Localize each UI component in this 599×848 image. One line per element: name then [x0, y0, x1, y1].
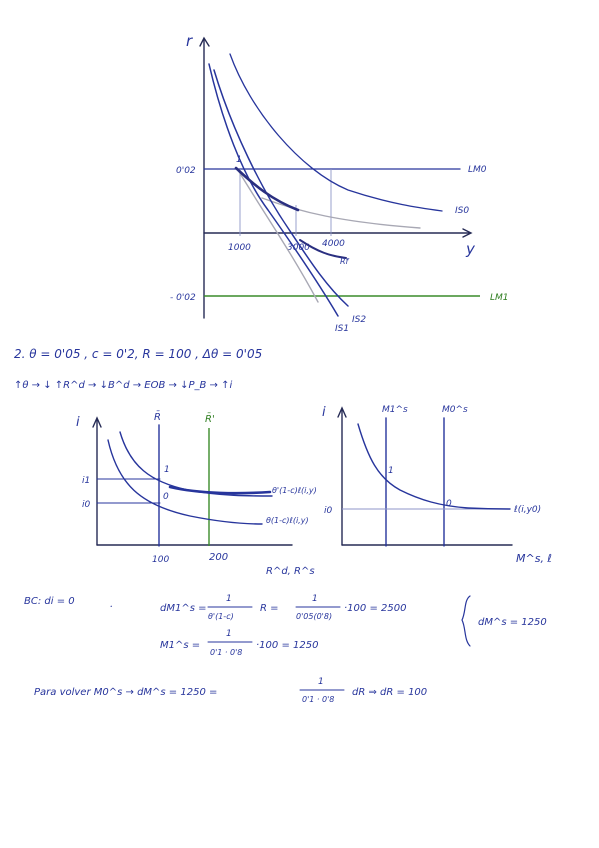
small-curve	[299, 239, 347, 259]
line1-lhs: dM1^s =	[160, 603, 206, 614]
line1-r: R =	[260, 603, 279, 614]
is1-curve	[208, 63, 339, 317]
i0-label: i0	[82, 500, 91, 510]
pencil-curve-2	[261, 197, 421, 229]
g2-point-1: 1	[164, 465, 170, 475]
demand-curve-upper	[119, 431, 273, 497]
line1-frac2-num: 1	[312, 594, 318, 604]
g3-point-0: 0	[446, 499, 452, 509]
tick-002: 0'02	[176, 166, 196, 176]
is2-curve	[213, 69, 349, 307]
x-axis-label: y	[465, 240, 476, 258]
r-bar-prime-label: R̄'	[205, 412, 215, 425]
tick-neg002: - 0'02	[170, 293, 196, 303]
final-prefix: Para volver M0^s → dM^s = 1250 =	[34, 687, 217, 698]
small-curve-label: Rf	[340, 257, 350, 266]
g2-y-axis-arrow	[92, 416, 102, 428]
line1-rhs: ·100 = 2500	[344, 603, 406, 614]
g2-tick-200: 200	[209, 552, 228, 563]
curve-upper-label: θ'(1-c)ℓ(i,y)	[272, 486, 317, 495]
line2-lhs: M1^s =	[160, 640, 200, 651]
ms0-label: M0^s	[442, 405, 468, 415]
x-axis-arrow	[462, 228, 473, 238]
g2-y-label: i	[76, 415, 80, 430]
g3-x-label: M^s, ℓ	[516, 552, 552, 565]
bracket-result: dM^s = 1250	[478, 617, 547, 628]
is1-label: IS1	[335, 324, 349, 334]
highlight-stroke	[234, 166, 300, 212]
is0-label: IS0	[455, 206, 469, 216]
y-axis-arrow	[199, 36, 210, 47]
g3-point-1: 1	[388, 466, 394, 476]
line1-frac2-den: 0'05(0'8)	[296, 612, 332, 621]
g3-i0-label: i0	[324, 506, 333, 516]
bc-label: BC: di = 0	[24, 596, 75, 607]
y-axis-label: r	[186, 32, 193, 50]
g2-x-label: R^d, R^s	[266, 566, 315, 577]
r-bar-label: R̄	[154, 410, 161, 423]
final-frac-num: 1	[318, 677, 324, 687]
g3-y-label: i	[322, 405, 326, 420]
i1-label: i1	[82, 476, 90, 486]
line2-rhs: ·100 = 1250	[256, 640, 318, 651]
g2-tick-100: 100	[152, 555, 169, 565]
section-2-heading: 2. θ = 0'05 , c = 0'2, R = 100 , Δθ = 0'…	[14, 347, 262, 361]
liquidity-curve-label: ℓ(i,y0)	[513, 505, 541, 515]
islm-graph: r y LM0 0'02 LM1 - 0'02 1000 3000 4000 I…	[170, 32, 509, 334]
bullet-dot: .	[110, 599, 113, 610]
line1-frac-den: θ'(1-c)	[208, 612, 234, 621]
tick-3000: 3000	[287, 243, 310, 253]
g3-y-axis-arrow	[337, 406, 347, 418]
pencil-curve-1	[237, 169, 319, 303]
final-suffix: dR ⇒ dR = 100	[352, 687, 427, 698]
liquidity-curve	[357, 423, 511, 510]
is0-curve	[229, 53, 443, 212]
line2-frac-num: 1	[226, 629, 232, 639]
tick-1000: 1000	[228, 243, 251, 253]
curve-lower-label: θ(1-c)ℓ(i,y)	[266, 516, 309, 525]
lm0-label: LM0	[468, 165, 487, 175]
calculations: BC: di = 0 . dM1^s = 1 θ'(1-c) R = 1 0'0…	[24, 594, 547, 704]
g2-point-0: 0	[163, 492, 169, 502]
ms1-label: M1^s	[382, 405, 408, 415]
point-1-label: 1	[236, 155, 242, 165]
tick-4000: 4000	[322, 239, 345, 249]
line1-frac-num: 1	[226, 594, 232, 604]
reserves-graph: i R^d, R^s R̄ R̄' i1 i0 1 0 100 200 θ'(1…	[76, 410, 317, 577]
demand-curve-lower	[107, 439, 263, 525]
lm1-label: LM1	[490, 293, 509, 303]
demand-curve-upper-thick	[168, 485, 272, 495]
is2-label: IS2	[352, 315, 366, 325]
money-graph: i M^s, ℓ M1^s M0^s i0 ℓ(i,y0) 1 0	[322, 405, 552, 565]
line2-frac-den: 0'1 · 0'8	[210, 648, 242, 657]
brace	[461, 595, 471, 647]
causal-chain: ↑θ → ↓ ↑R^d → ↓B^d → EOB → ↓P_B → ↑i	[14, 380, 232, 391]
final-frac-den: 0'1 · 0'8	[302, 695, 334, 704]
